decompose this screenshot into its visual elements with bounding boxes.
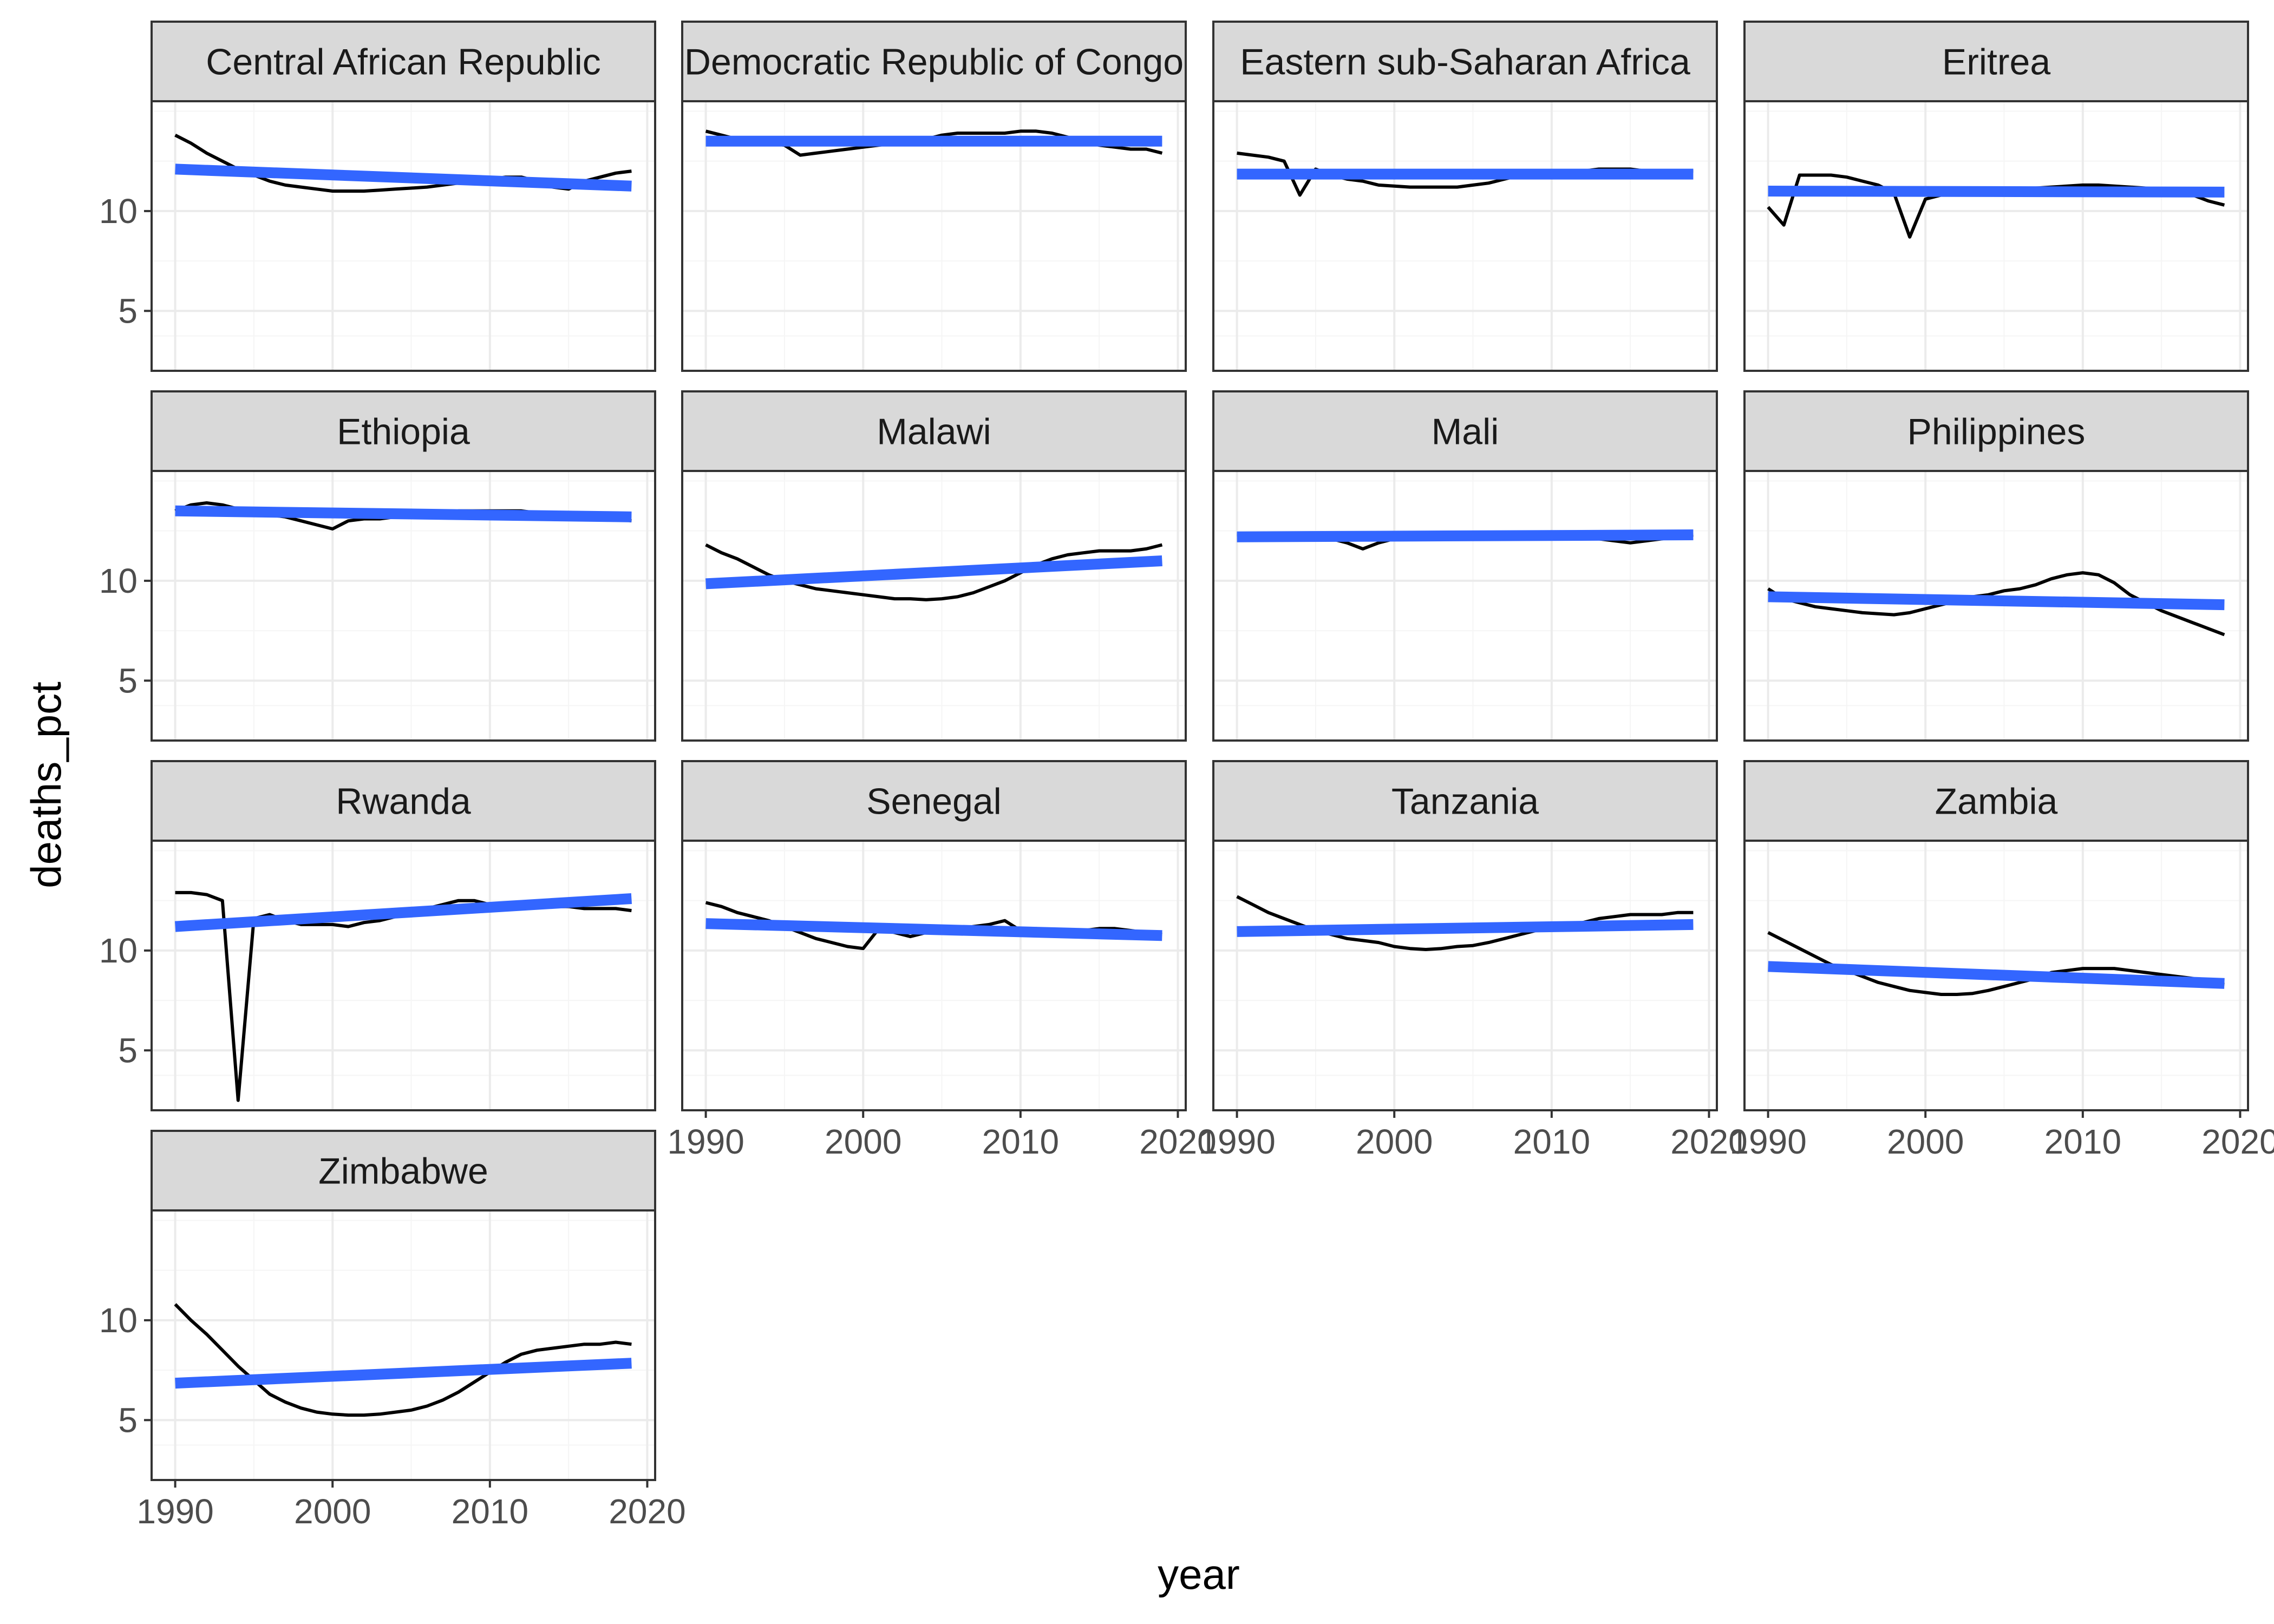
trend-line [175,163,632,192]
facet-panel: Eastern sub-Saharan Africa [1212,21,1718,372]
facet-label: Tanzania [1391,781,1539,822]
y-tick-label: 10 [99,561,138,600]
trend-line [175,1358,632,1389]
panel-background [682,841,1186,1110]
facet-label: Philippines [1907,411,2086,453]
panel-background [152,101,655,371]
y-tick-label: 10 [99,192,138,231]
facet-label: Malawi [877,411,991,453]
facet-label: Central African Republic [206,42,600,83]
panel-background [1213,101,1717,371]
x-axis-title: year [1158,1550,1240,1598]
y-tick-label: 5 [118,661,138,700]
x-tick-label: 1990 [1729,1122,1806,1161]
x-tick-label: 2020 [2201,1122,2274,1161]
trend-line [1237,919,1694,937]
facet-strip [151,390,656,472]
facet-panel: Philippines [1743,390,2249,742]
y-tick-label: 10 [99,931,138,970]
facet-strip [1743,760,2249,842]
facet-strip [681,760,1187,842]
facet-panel: Rwanda 5 10 [99,760,656,1111]
x-tick-label: 2000 [1887,1122,1964,1161]
trend-line [1237,529,1694,542]
trend-line [705,555,1162,590]
x-tick-label: 2020 [1670,1122,1747,1161]
facet-strip [1212,390,1718,472]
facet-panel: Zambia 1990 2000 2010 2020 [1729,760,2274,1161]
facet-panel: Malawi [681,390,1187,742]
facet-strip [151,1130,656,1212]
panel-background [1213,841,1717,1110]
facet-strip [681,390,1187,472]
trend-line [175,505,632,522]
facet-panel: Eritrea [1743,21,2249,372]
y-tick-label: 5 [118,291,138,330]
facet-panel: Central African Republic 5 10 [99,21,656,372]
facet-panel: Senegal 1990 2000 2010 2020 [667,760,1217,1161]
facet-label: Mali [1432,411,1499,453]
x-tick-label: 2010 [2044,1122,2121,1161]
y-axis-title: deaths_pct [22,682,70,888]
y-tick-label: 5 [118,1400,138,1439]
x-tick-label: 2010 [452,1492,528,1531]
x-tick-label: 1990 [667,1122,744,1161]
trend-line [174,893,632,932]
trend-line [1768,186,2225,198]
facet-strip [151,760,656,842]
y-tick-label: 10 [99,1301,138,1340]
facet-strip [1212,760,1718,842]
facet-panel: Tanzania 1990 2000 2010 2020 [1198,760,1748,1161]
trend-line [705,918,1162,941]
x-tick-label: 2000 [825,1122,901,1161]
facet-label: Democratic Republic of Congo [684,42,1184,83]
facet-panel: Democratic Republic of Congo [681,21,1187,372]
x-tick-label: 2000 [294,1492,371,1531]
panel-background [1744,101,2248,371]
y-tick-label: 5 [118,1031,138,1070]
facet-label: Ethiopia [337,411,470,453]
facet-label: Eritrea [1942,42,2050,83]
facet-panel: Zimbabwe 5 10 1990 2000 2010 2020 [99,1130,686,1531]
trend-line [1768,591,2225,611]
x-tick-label: 2010 [982,1122,1059,1161]
facet-label: Zimbabwe [318,1151,488,1192]
facet-strip [681,21,1187,102]
x-tick-label: 2020 [609,1492,685,1531]
x-tick-label: 2000 [1356,1122,1433,1161]
facet-panel: Mali [1212,390,1718,742]
x-tick-label: 2020 [1139,1122,1216,1161]
facet-strip [1743,21,2249,102]
facet-strip [1212,21,1718,102]
x-tick-label: 1990 [1198,1122,1275,1161]
facet-label: Eastern sub-Saharan Africa [1240,42,1690,83]
facet-label: Senegal [866,781,1002,822]
panel-background [682,471,1186,741]
facet-panel: Ethiopia 5 10 [99,390,656,742]
x-tick-label: 1990 [136,1492,213,1531]
facet-strip [151,21,656,102]
facet-label: Rwanda [336,781,471,822]
x-tick-label: 2010 [1513,1122,1590,1161]
facet-strip [1743,390,2249,472]
trend-line [1768,961,2225,989]
facet-label: Zambia [1935,781,2058,822]
panel-background [1213,471,1717,741]
